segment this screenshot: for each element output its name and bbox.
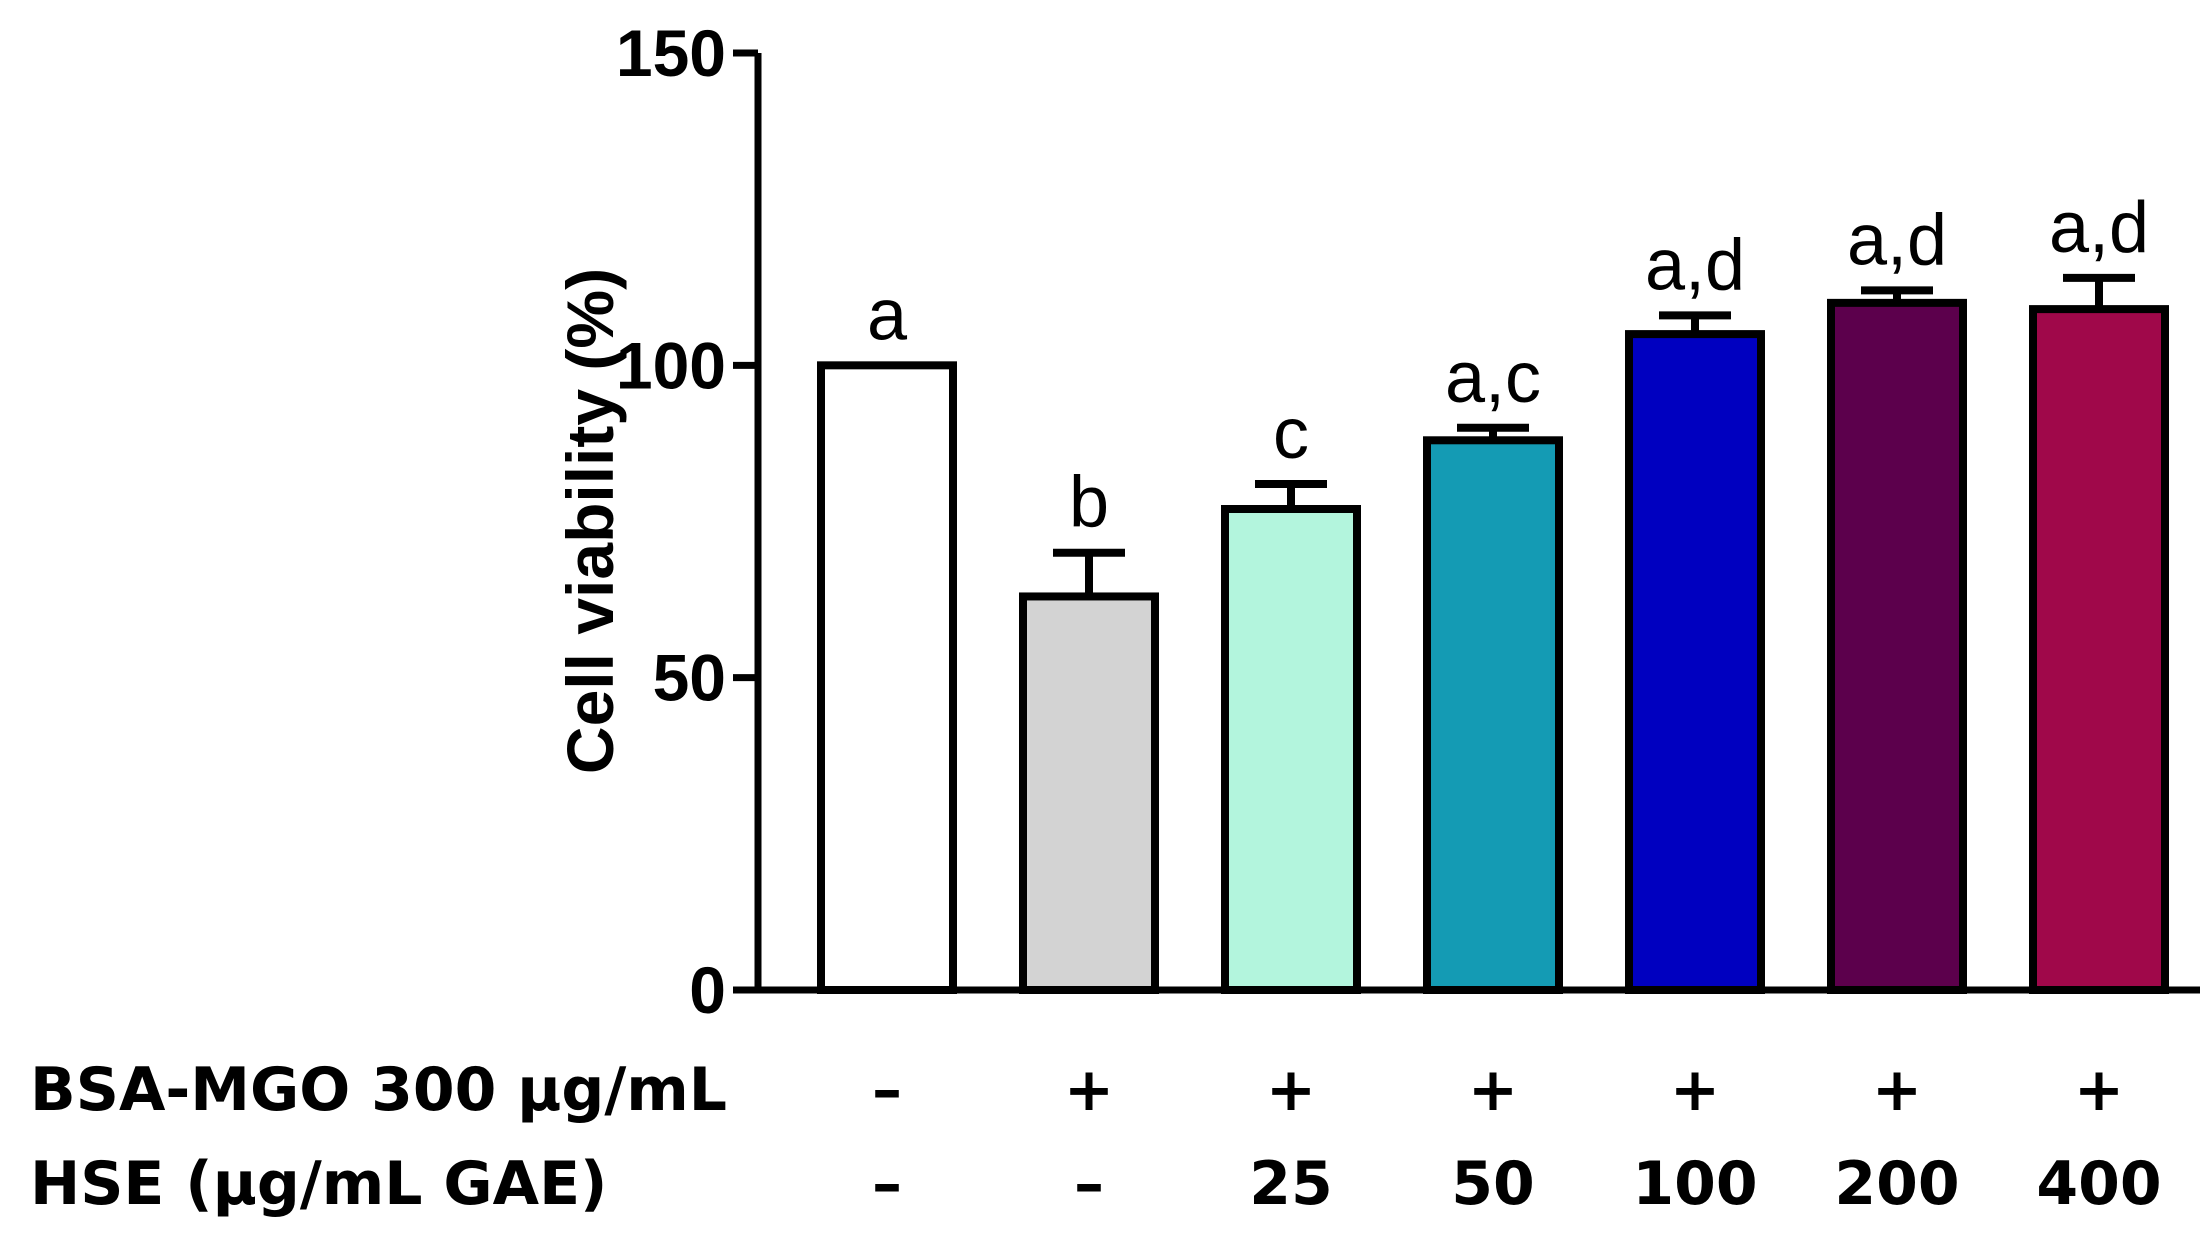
condition-value: + xyxy=(1872,1055,1922,1125)
y-axis-ticks: 0 50 100 150 xyxy=(616,16,758,1027)
bar xyxy=(1625,330,1765,995)
y-axis-title: Cell viability (%) xyxy=(553,268,627,774)
condition-value: + xyxy=(1670,1055,1720,1125)
condition-value: 50 xyxy=(1451,1149,1535,1219)
condition-value: + xyxy=(1266,1055,1316,1125)
condition-value: 25 xyxy=(1249,1149,1333,1219)
bars xyxy=(817,298,2169,995)
y-tick-label: 50 xyxy=(653,641,726,715)
significance-label: a xyxy=(867,275,908,355)
error-bars xyxy=(1053,273,2135,597)
condition-value: – xyxy=(1074,1149,1104,1219)
condition-value: 100 xyxy=(1632,1149,1757,1219)
bar xyxy=(1423,436,1563,994)
bar xyxy=(817,361,957,995)
condition-row-label-bsa-mgo: BSA-MGO 300 μg/mL xyxy=(30,1055,727,1125)
condition-values: – + + + + + + – – 25 50 100 200 400 xyxy=(872,1055,2162,1219)
bar xyxy=(1221,505,1361,994)
condition-value: – xyxy=(872,1149,902,1219)
condition-value: 200 xyxy=(1834,1149,1959,1219)
significance-label: a,d xyxy=(1645,225,1745,305)
significance-label: c xyxy=(1273,394,1309,474)
condition-value: + xyxy=(1468,1055,1518,1125)
bar xyxy=(1827,298,1967,995)
bar xyxy=(1019,592,1159,995)
condition-value: + xyxy=(1064,1055,1114,1125)
significance-label: b xyxy=(1069,463,1109,543)
y-tick-label: 100 xyxy=(616,328,726,402)
significance-label: a,d xyxy=(1847,200,1947,280)
significance-label: a,c xyxy=(1445,338,1541,418)
condition-value: 400 xyxy=(2036,1149,2161,1219)
condition-row-label-hse: HSE (μg/mL GAE) xyxy=(30,1149,607,1219)
condition-value: – xyxy=(872,1055,902,1125)
significance-labels: a b c a,c a,d a,d a,d xyxy=(867,188,2149,543)
significance-label: a,d xyxy=(2049,188,2149,268)
condition-value: + xyxy=(2074,1055,2124,1125)
bar xyxy=(2029,305,2169,994)
y-tick-label: 0 xyxy=(689,953,726,1027)
y-tick-label: 150 xyxy=(616,16,726,90)
